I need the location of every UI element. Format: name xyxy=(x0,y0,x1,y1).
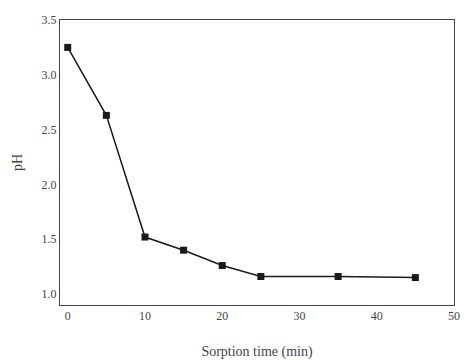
svg-text:0: 0 xyxy=(65,309,71,323)
svg-text:2.5: 2.5 xyxy=(42,123,57,137)
svg-text:1.5: 1.5 xyxy=(42,232,57,246)
svg-text:3.5: 3.5 xyxy=(42,13,57,27)
svg-text:10: 10 xyxy=(139,309,151,323)
svg-text:40: 40 xyxy=(371,309,383,323)
svg-text:20: 20 xyxy=(216,309,228,323)
svg-text:30: 30 xyxy=(293,309,305,323)
svg-text:2.0: 2.0 xyxy=(42,178,57,192)
svg-text:Sorption time (min): Sorption time (min) xyxy=(201,344,313,360)
svg-text:pH: pH xyxy=(10,154,25,171)
svg-text:3.0: 3.0 xyxy=(42,68,57,82)
svg-text:1.0: 1.0 xyxy=(42,287,57,301)
svg-text:50: 50 xyxy=(448,309,460,323)
